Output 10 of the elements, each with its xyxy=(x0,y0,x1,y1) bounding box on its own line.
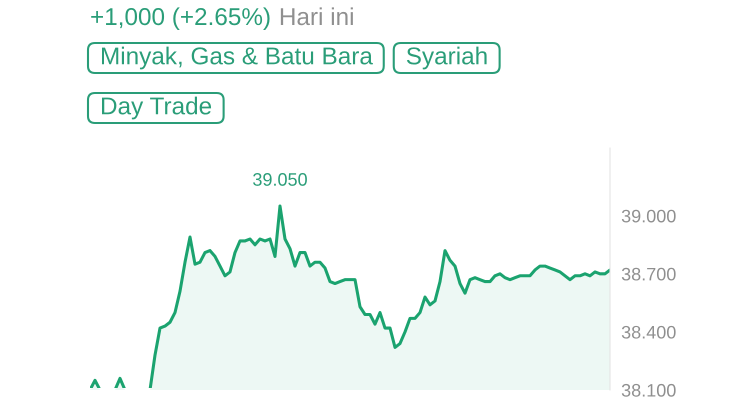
y-tick-label: 38.100 xyxy=(622,384,676,397)
text: Minyak, Gas & Batu Bara xyxy=(102,46,373,70)
y-tick-label: 38.700 xyxy=(622,268,676,281)
text: Syariah xyxy=(406,46,487,70)
text: Hari ini xyxy=(280,7,353,26)
text: Day Trade xyxy=(102,96,212,120)
chart-subtitle: +1,000 (+2.65%) xyxy=(91,7,270,30)
annotation: 39.050 xyxy=(253,173,307,186)
y-tick-label: 38.400 xyxy=(622,326,676,339)
y-tick-label: 39.000 xyxy=(622,210,676,222)
